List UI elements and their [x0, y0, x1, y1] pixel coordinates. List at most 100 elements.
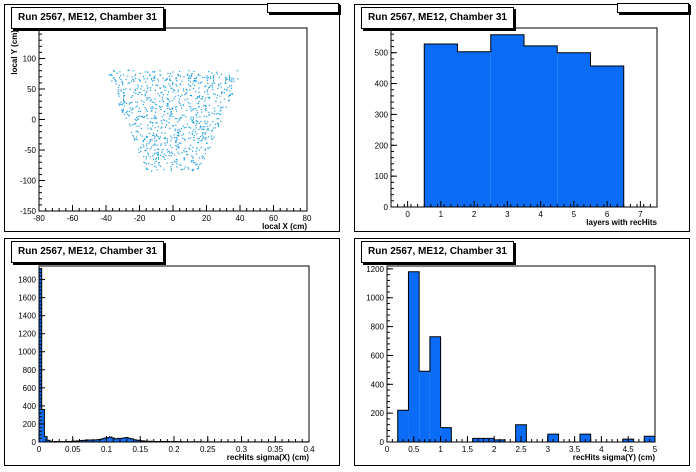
scatter-point	[193, 139, 195, 141]
scatter-point	[204, 138, 206, 141]
scatter-point	[141, 116, 143, 118]
pad-sigma-x: 0 0.05 0.1 0.15 0.2 0.25 0.3 0.35 0.4 0 200 400 600 8…	[4, 238, 340, 466]
scatter-point	[183, 127, 185, 129]
scatter-point	[143, 101, 145, 103]
scatter-point	[135, 106, 137, 108]
scatter-point	[187, 167, 189, 169]
scatter-point	[147, 87, 149, 89]
scatter-point	[188, 69, 190, 72]
scatter-point	[167, 151, 169, 153]
histogram-bar	[122, 437, 126, 442]
scatter-point	[201, 134, 204, 136]
scatter-point	[162, 155, 164, 158]
scatter-point	[197, 102, 199, 104]
scatter-point	[135, 119, 137, 122]
scatter-point	[193, 161, 195, 164]
scatter-point	[123, 96, 125, 98]
scatter-point	[171, 87, 173, 89]
scatter-point	[193, 128, 195, 130]
scatter-point	[133, 139, 135, 141]
scatter-point	[219, 82, 222, 85]
scatter-point	[171, 107, 174, 109]
scatter-point	[192, 170, 194, 172]
y-tick-label: 200	[375, 141, 389, 150]
scatter-point	[200, 120, 202, 122]
scatter-point	[193, 80, 195, 82]
scatter-point	[138, 125, 140, 127]
scatter-point	[186, 123, 188, 125]
scatter-point	[152, 159, 155, 161]
scatter-point	[154, 143, 156, 145]
scatter-point	[205, 105, 207, 108]
scatter-point	[206, 90, 208, 93]
scatter-point	[191, 119, 194, 121]
scatter-point	[127, 75, 129, 77]
scatter-point	[156, 154, 158, 156]
scatter-point	[115, 83, 117, 85]
scatter-point	[134, 75, 136, 77]
scatter-point	[167, 73, 169, 75]
scatter-point	[203, 91, 206, 93]
scatter-point	[211, 86, 214, 88]
scatter-point	[142, 144, 144, 146]
scatter-point	[174, 128, 176, 130]
scatter-point	[198, 96, 200, 99]
x-axis-label: recHits sigma(Y) (cm)	[573, 453, 656, 462]
plot-frame	[38, 27, 308, 212]
scatter-point	[196, 97, 198, 99]
scatter-point	[169, 115, 171, 118]
scatter-point	[117, 90, 119, 93]
x-tick-label: 4.5	[623, 445, 635, 454]
scatter-point	[158, 162, 160, 164]
scatter-point	[125, 117, 127, 119]
scatter-point	[169, 85, 171, 87]
scatter-point	[195, 91, 197, 93]
scatter-point	[167, 105, 169, 107]
scatter-point	[166, 78, 168, 80]
scatter-point	[198, 105, 200, 108]
scatter-point	[215, 113, 218, 115]
scatter-point	[124, 113, 126, 115]
scatter-point	[167, 94, 169, 96]
scatter-point	[153, 153, 155, 155]
scatter-point	[211, 129, 213, 131]
histogram-bar	[457, 51, 491, 207]
scatter-point	[123, 95, 125, 97]
scatter-point	[155, 122, 157, 124]
scatter-point	[170, 168, 173, 170]
scatter-point	[195, 164, 197, 166]
scatter-point	[145, 108, 147, 111]
scatter-point	[179, 84, 181, 86]
scatter-point	[176, 137, 178, 139]
scatter-point	[140, 88, 142, 90]
x-tick-label: -40	[100, 214, 112, 223]
scatter-point	[158, 164, 160, 166]
scatter-point	[229, 80, 231, 82]
scatter-point	[187, 77, 190, 80]
x-tick-label: 0.35	[267, 445, 283, 454]
scatter-point	[179, 102, 181, 104]
scatter-point	[193, 136, 195, 138]
y-tick-label: 800	[23, 366, 37, 375]
scatter-point	[206, 77, 208, 79]
histogram-bar	[103, 437, 107, 442]
scatter-point	[137, 148, 139, 150]
scatter-point	[196, 112, 199, 114]
scatter-point	[190, 116, 192, 118]
scatter-point	[193, 107, 195, 110]
scatter-point	[155, 117, 158, 119]
scatter-point	[197, 82, 200, 84]
x-tick-label: 0.2	[168, 445, 180, 454]
scatter-point	[130, 96, 133, 98]
scatter-point	[202, 136, 205, 138]
scatter-point	[145, 92, 147, 94]
scatter-point	[164, 158, 166, 160]
scatter-point	[163, 153, 165, 155]
scatter-point	[232, 78, 235, 80]
scatter-point	[195, 114, 197, 116]
scatter-point	[187, 154, 189, 156]
scatter-point	[194, 162, 196, 164]
scatter-point	[197, 167, 199, 170]
scatter-point	[192, 83, 194, 85]
scatter-point	[175, 148, 178, 150]
